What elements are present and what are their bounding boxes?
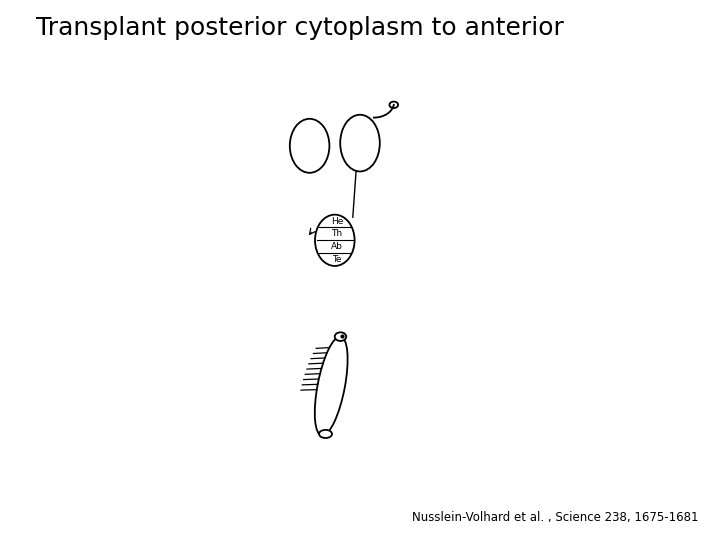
Text: Th: Th — [331, 230, 343, 238]
Text: Ab: Ab — [331, 242, 343, 251]
Ellipse shape — [335, 332, 346, 341]
Text: Nusslein-Volhard et al. , Science 238, 1675-1681: Nusslein-Volhard et al. , Science 238, 1… — [412, 511, 698, 524]
Ellipse shape — [319, 430, 332, 438]
Ellipse shape — [315, 336, 348, 436]
Text: Te: Te — [332, 255, 342, 264]
Text: Transplant posterior cytoplasm to anterior: Transplant posterior cytoplasm to anteri… — [36, 16, 564, 40]
Text: He: He — [330, 217, 343, 226]
Ellipse shape — [315, 214, 355, 266]
